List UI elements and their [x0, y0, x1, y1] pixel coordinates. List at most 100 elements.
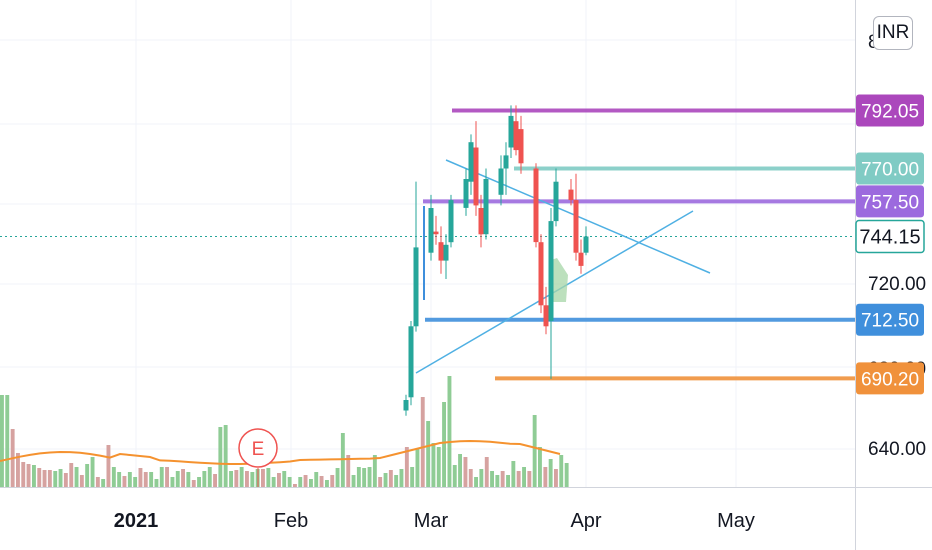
price-level-badge-label: 792.05: [861, 102, 919, 123]
volume-bar: [399, 469, 404, 487]
volume-bar: [186, 472, 191, 487]
volume-bar: [202, 471, 207, 487]
candle-body: [403, 400, 409, 411]
volume-bar: [383, 473, 388, 487]
price-level-badge-label: 757.50: [861, 192, 919, 213]
volume-bar: [511, 461, 516, 487]
price-level-badge: [856, 362, 924, 395]
chart-markers: E: [238, 428, 278, 487]
candle-body: [533, 168, 539, 243]
candle-body: [473, 147, 479, 206]
volume-bar: [101, 479, 106, 487]
candle-body: [518, 129, 524, 164]
volume-bar: [250, 472, 255, 487]
price-level-lines: [0, 108, 855, 381]
candle-body: [413, 247, 419, 327]
volume-bar: [346, 455, 351, 487]
volume-bar: [372, 455, 377, 487]
volume-bar: [207, 467, 212, 487]
candle-body: [548, 221, 554, 321]
volume-bar: [463, 457, 468, 487]
volume-bar: [266, 468, 271, 487]
volume-bar: [90, 457, 95, 487]
candle-body: [443, 244, 449, 261]
chart-grid: [0, 0, 855, 487]
price-level-badge: [856, 185, 924, 218]
candle-body: [513, 121, 519, 151]
volume-bar: [85, 464, 90, 487]
candle-body: [408, 326, 414, 398]
price-tick-label: 720.00: [868, 274, 926, 295]
price-axis[interactable]: 8720.00680.00640.00792.05770.00757.50712…: [855, 0, 927, 550]
price-level-badge-label: 712.50: [861, 311, 919, 332]
volume-bar: [527, 471, 532, 487]
volume-bar: [356, 467, 361, 487]
candle-body: [583, 236, 589, 253]
volume-bar: [468, 469, 473, 487]
volume-moving-average: [0, 439, 561, 465]
candle-body: [578, 252, 584, 266]
volume-bar: [245, 471, 249, 487]
volume-bar: [218, 427, 223, 487]
volume-bar: [37, 468, 42, 487]
time-tick-label: Mar: [414, 510, 449, 532]
candle-body: [503, 155, 509, 169]
volume-bar: [277, 473, 281, 487]
volume-bar: [69, 463, 74, 487]
volume-bar: [325, 480, 329, 487]
volume-bar: [138, 468, 143, 487]
volume-bar: [271, 477, 276, 487]
volume-bar: [42, 470, 47, 487]
volume-bar: [522, 467, 526, 487]
current-price-badge: [855, 219, 925, 254]
candle-body: [508, 115, 514, 148]
trendline-drawings[interactable]: [415, 159, 711, 374]
volume-bar: [431, 443, 436, 487]
volume-bar: [293, 484, 297, 487]
volume-bar: [58, 469, 63, 487]
currency-button[interactable]: INR: [873, 16, 913, 50]
volume-bar: [127, 472, 132, 487]
price-level-badge: [856, 303, 924, 336]
volume-bar: [548, 459, 553, 487]
candle-body: [478, 208, 484, 235]
time-axis[interactable]: 2021 Feb Mar Apr May: [0, 487, 932, 533]
candle-body: [483, 179, 489, 235]
volume-bar: [197, 477, 201, 487]
volume-bar: [516, 471, 521, 487]
candle-body: [428, 208, 434, 253]
price-level-badge-label: 690.20: [861, 369, 919, 390]
volume-bar: [495, 475, 500, 487]
volume-bar: [287, 477, 292, 487]
volume-bar: [351, 475, 356, 487]
volume-bar: [133, 477, 138, 487]
volume-bar: [538, 447, 542, 487]
volume-bar: [415, 449, 420, 487]
volume-bar: [410, 467, 415, 487]
volume-bar: [223, 425, 228, 487]
volume-bar: [506, 475, 510, 487]
volume-bars: [0, 376, 569, 487]
candle-body: [448, 200, 454, 243]
candle-body: [438, 242, 444, 261]
candle-body: [568, 189, 574, 201]
volume-bar: [149, 472, 154, 487]
price-tick-label: 640.00: [868, 439, 926, 460]
volume-bar: [298, 477, 303, 487]
volume-bar: [47, 470, 52, 487]
volume-bar: [117, 472, 122, 487]
volume-bar: [111, 467, 116, 487]
volume-bar: [314, 472, 319, 487]
volume-bar: [484, 457, 489, 487]
candle-body: [433, 231, 439, 235]
volume-bar: [32, 465, 36, 487]
volume-bar: [362, 468, 367, 487]
volume-bar: [319, 476, 324, 487]
candle-body: [468, 142, 474, 182]
volume-bar: [122, 476, 127, 487]
earnings-marker[interactable]: [238, 428, 278, 468]
volume-bar: [543, 467, 548, 487]
volume-bar: [0, 395, 4, 487]
volume-bar: [335, 468, 340, 487]
